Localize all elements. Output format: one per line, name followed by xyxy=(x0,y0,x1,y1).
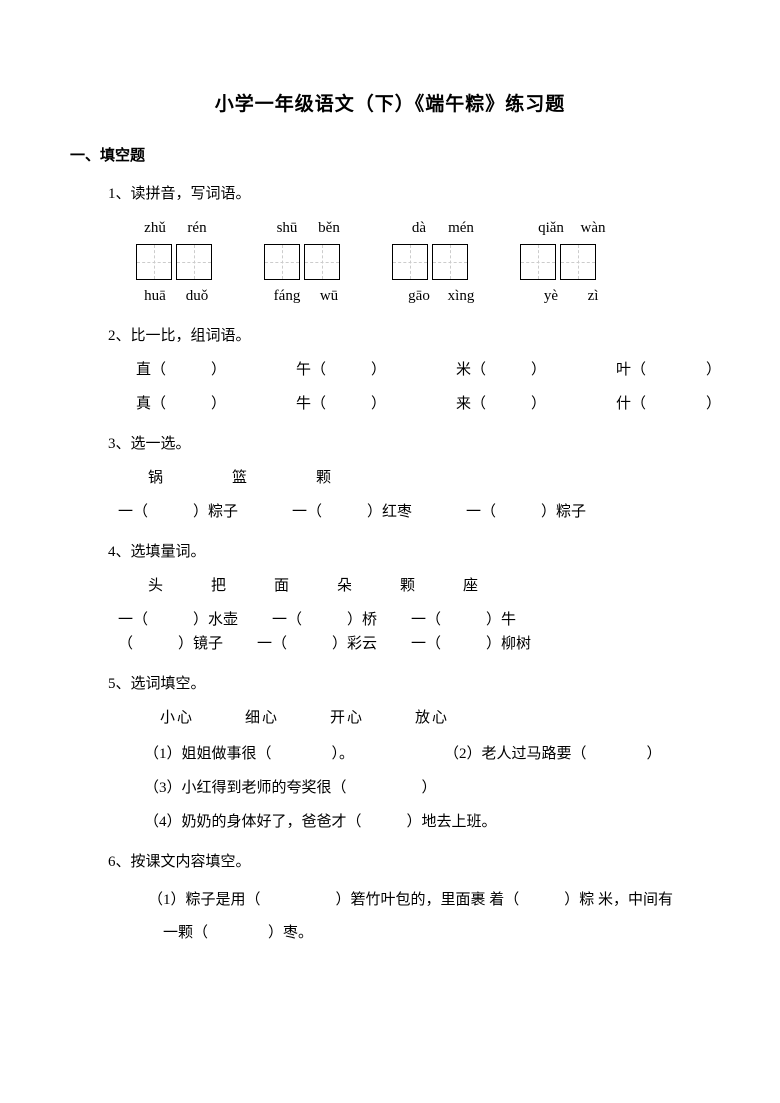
char: 直 xyxy=(136,362,151,378)
question-4-head: 4、选填量词。 xyxy=(108,540,710,564)
question-6: 6、按课文内容填空。 （1）粽子是用（ ）箬竹叶包的，里面裹 着（ ）粽 米，中… xyxy=(108,850,710,950)
q2-item: 什（ ） xyxy=(616,392,736,416)
pinyin: wàn xyxy=(574,216,612,240)
q2-item: 叶（ ） xyxy=(616,358,736,382)
page-title: 小学一年级语文（下）《端午粽》练习题 xyxy=(70,90,710,120)
q1-pinyin-row-1: zhǔrén shūběn dàmén qiǎnwàn xyxy=(136,216,710,240)
question-2-head: 2、比一比，组词语。 xyxy=(108,324,710,348)
char-box[interactable] xyxy=(432,244,468,280)
q2-item: 牛（ ） xyxy=(296,392,416,416)
pinyin: wū xyxy=(310,284,348,308)
char-box[interactable] xyxy=(304,244,340,280)
q2-item: 午（ ） xyxy=(296,358,416,382)
q4-item: 一（ ）桥 xyxy=(272,608,377,632)
char-box[interactable] xyxy=(392,244,428,280)
q2-row-2: 真（ ） 牛（ ） 来（ ） 什（ ） xyxy=(136,392,710,416)
q2-item: 米（ ） xyxy=(456,358,576,382)
q3-item: 一（ ）粽子 xyxy=(466,500,586,524)
q6-text-1b: 一颗（ ）枣。 xyxy=(163,925,313,941)
char: 来 xyxy=(456,396,471,412)
pinyin: shū xyxy=(268,216,306,240)
q4-item: 一（ ）水壶 xyxy=(118,608,238,632)
q4-options: 头 把 面 朵 颗 座 xyxy=(148,574,710,598)
char-box[interactable] xyxy=(136,244,172,280)
question-6-head: 6、按课文内容填空。 xyxy=(108,850,710,874)
pinyin: gāo xyxy=(400,284,438,308)
question-5: 5、选词填空。 小心 细心 开心 放心 （1）姐姐做事很（ ）。 （2）老人过马… xyxy=(108,672,710,834)
char: 午 xyxy=(296,362,311,378)
char-box[interactable] xyxy=(176,244,212,280)
pinyin: běn xyxy=(310,216,348,240)
question-3-head: 3、选一选。 xyxy=(108,432,710,456)
q1-box-row-1 xyxy=(136,244,710,280)
question-1-head: 1、读拼音，写词语。 xyxy=(108,182,710,206)
pinyin: yè xyxy=(532,284,570,308)
section-1-heading: 一、填空题 xyxy=(70,144,710,168)
char: 牛 xyxy=(296,396,311,412)
char-box[interactable] xyxy=(560,244,596,280)
pinyin: dà xyxy=(400,216,438,240)
q4-item: 一（ ）牛 xyxy=(411,608,516,632)
question-3: 3、选一选。 锅 篮 颗 一（ ）粽子 一（ ）红枣 一（ ）粽子 xyxy=(108,432,710,524)
char: 什 xyxy=(616,396,631,412)
q4-row-2: （ ）镜子 一（ ）彩云 一（ ）柳树 xyxy=(118,632,710,656)
q3-options: 锅 篮 颗 xyxy=(148,466,710,490)
q5-line-1: （1）姐姐做事很（ ）。 （2）老人过马路要（ ） xyxy=(144,742,710,766)
char-box[interactable] xyxy=(520,244,556,280)
pinyin: zì xyxy=(574,284,612,308)
q5-item-2: （2）老人过马路要（ ） xyxy=(444,742,662,766)
q4-item: （ ）镜子 xyxy=(118,632,223,656)
char: 真 xyxy=(136,396,151,412)
pinyin: duǒ xyxy=(178,284,216,308)
question-2: 2、比一比，组词语。 直（ ） 午（ ） 米（ ） 叶（ ） 真（ ） 牛（ ）… xyxy=(108,324,710,416)
q2-item: 直（ ） xyxy=(136,358,256,382)
q4-item: 一（ ）彩云 xyxy=(257,632,377,656)
char-box[interactable] xyxy=(264,244,300,280)
q2-item: 真（ ） xyxy=(136,392,256,416)
q6-text-1: （1）粽子是用（ ）箬竹叶包的，里面裹 着（ ）粽 米，中间有 xyxy=(148,892,673,908)
q4-item: 一（ ）柳树 xyxy=(411,632,531,656)
pinyin: zhǔ xyxy=(136,216,174,240)
pinyin: rén xyxy=(178,216,216,240)
pinyin: mén xyxy=(442,216,480,240)
char: 米 xyxy=(456,362,471,378)
q3-item: 一（ ）红枣 xyxy=(292,500,412,524)
q3-item: 一（ ）粽子 xyxy=(118,500,238,524)
q5-line-3: （3）小红得到老师的夸奖很（ ） xyxy=(144,776,710,800)
pinyin: qiǎn xyxy=(532,216,570,240)
q5-options: 小心 细心 开心 放心 xyxy=(160,706,710,730)
q5-line-4: （4）奶奶的身体好了，爸爸才（ ）地去上班。 xyxy=(144,810,710,834)
question-4: 4、选填量词。 头 把 面 朵 颗 座 一（ ）水壶 一（ ）桥 一（ ）牛 （… xyxy=(108,540,710,656)
question-1: 1、读拼音，写词语。 zhǔrén shūběn dàmén qiǎnwàn h… xyxy=(108,182,710,308)
q1-pinyin-row-2: huāduǒ fángwū gāoxìng yèzì xyxy=(136,284,710,308)
question-5-head: 5、选词填空。 xyxy=(108,672,710,696)
q4-row-1: 一（ ）水壶 一（ ）桥 一（ ）牛 xyxy=(118,608,710,632)
worksheet-page: 小学一年级语文（下）《端午粽》练习题 一、填空题 1、读拼音，写词语。 zhǔr… xyxy=(0,0,780,1006)
q5-item-1: （1）姐姐做事很（ ）。 xyxy=(144,742,354,766)
pinyin: xìng xyxy=(442,284,480,308)
q2-item: 来（ ） xyxy=(456,392,576,416)
q2-row-1: 直（ ） 午（ ） 米（ ） 叶（ ） xyxy=(136,358,710,382)
pinyin: huā xyxy=(136,284,174,308)
q6-line-1: （1）粽子是用（ ）箬竹叶包的，里面裹 着（ ）粽 米，中间有 一颗（ ）枣。 xyxy=(148,884,710,950)
char: 叶 xyxy=(616,362,631,378)
q3-answers: 一（ ）粽子 一（ ）红枣 一（ ）粽子 xyxy=(118,500,710,524)
pinyin: fáng xyxy=(268,284,306,308)
